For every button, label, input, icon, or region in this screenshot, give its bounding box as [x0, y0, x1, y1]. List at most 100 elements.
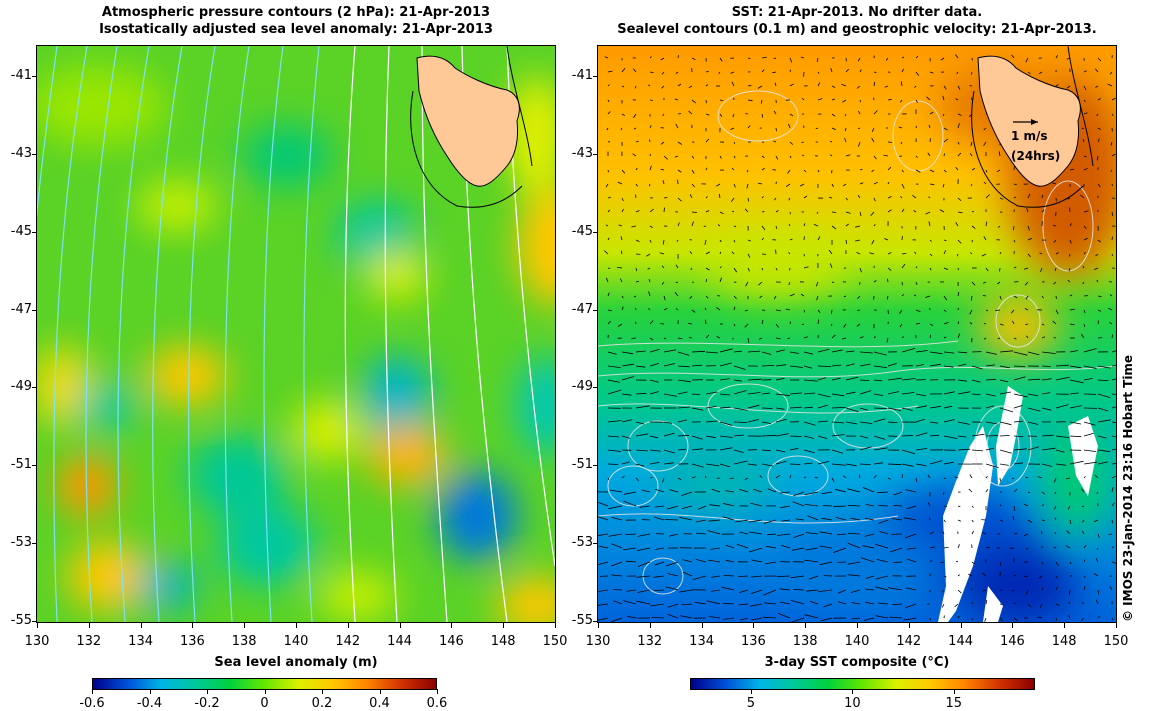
velocity-arrow	[665, 520, 678, 521]
left-lat-tick-label: -55	[2, 614, 32, 628]
sea-level-anomaly-colorbar-tick-mark	[207, 689, 208, 694]
right-lon-tick-mark	[753, 623, 754, 628]
left-lon-tick-label: 146	[431, 635, 471, 649]
left-lon-tick-mark	[400, 623, 401, 628]
left-lat-tick-label: -49	[2, 380, 32, 394]
velocity-arrow	[893, 562, 902, 563]
velocity-arrow	[730, 478, 734, 479]
right-title-line2: Sealevel contours (0.1 m) and geostrophi…	[597, 21, 1117, 38]
left-lat-tick-mark	[32, 387, 37, 388]
velocity-arrow	[734, 422, 747, 423]
sea-level-anomaly-field	[37, 46, 555, 622]
velocity-arrow	[1109, 534, 1112, 535]
sst-colorbar-title: 3-day SST composite (°C)	[597, 655, 1117, 670]
left-lat-tick-label: -47	[2, 303, 32, 317]
sea-level-anomaly-colorbar-title: Sea level anomaly (m)	[36, 655, 556, 670]
right-lon-tick-mark	[1064, 623, 1065, 628]
sea-level-anomaly-colorbar-tick-mark	[322, 689, 323, 694]
right-lon-tick-label: 148	[1044, 635, 1084, 649]
velocity-arrow	[823, 506, 832, 507]
sea-level-anomaly-colorbar-tick-label: -0.6	[72, 697, 112, 711]
right-lat-tick-mark	[593, 621, 598, 622]
right-lon-tick-label: 144	[941, 635, 981, 649]
left-lat-tick-mark	[32, 543, 37, 544]
right-lon-tick-label: 132	[630, 635, 670, 649]
right-lon-tick-label: 142	[889, 635, 929, 649]
velocity-arrow	[650, 154, 651, 156]
right-lon-tick-label: 146	[992, 635, 1032, 649]
left-lat-tick-mark	[32, 621, 37, 622]
sea-level-anomaly-colorbar-tick-mark	[437, 689, 438, 694]
velocity-arrow	[1014, 436, 1023, 437]
velocity-arrow	[636, 195, 637, 198]
velocity-arrow	[650, 139, 651, 142]
left-lon-tick-label: 144	[380, 635, 420, 649]
velocity-arrow	[678, 55, 679, 58]
velocity-arrow	[608, 268, 610, 269]
velocity-arrow	[888, 279, 889, 282]
left-lat-tick-label: -41	[2, 69, 32, 83]
right-lat-tick-label: -49	[563, 380, 593, 394]
velocity-arrow	[704, 226, 706, 227]
right-lat-tick-label: -45	[563, 225, 593, 239]
left-lat-tick-mark	[32, 465, 37, 466]
left-lon-tick-mark	[503, 623, 504, 628]
left-lat-tick-label: -51	[2, 458, 32, 472]
left-lon-tick-label: 142	[328, 635, 368, 649]
sst-colorbar-tick-mark	[751, 689, 752, 694]
velocity-scale-label: 1 m/s	[1011, 129, 1048, 143]
right-lat-tick-label: -41	[563, 69, 593, 83]
sst-colorbar-tick-label: 5	[731, 697, 771, 711]
left-lon-tick-mark	[89, 623, 90, 628]
right-lat-tick-label: -53	[563, 536, 593, 550]
velocity-arrow	[832, 212, 836, 213]
sst-colorbar-tick-label: 10	[832, 697, 872, 711]
right-lon-tick-label: 138	[785, 635, 825, 649]
velocity-arrow	[706, 100, 707, 103]
left-lon-tick-label: 134	[121, 635, 161, 649]
velocity-arrow	[930, 518, 931, 520]
right-lon-tick-mark	[961, 623, 962, 628]
right-lon-tick-label: 150	[1096, 635, 1136, 649]
left-lon-tick-mark	[555, 623, 556, 628]
velocity-arrow	[650, 100, 653, 101]
sea-level-anomaly-colorbar-tick-label: 0.6	[417, 697, 457, 711]
left-lat-tick-label: -45	[2, 225, 32, 239]
right-lat-tick-label: -55	[563, 614, 593, 628]
left-lat-tick-label: -43	[2, 147, 32, 161]
velocity-arrow	[689, 338, 692, 339]
right-lon-tick-mark	[1116, 623, 1117, 628]
sea-level-anomaly-colorbar-tick-mark	[92, 689, 93, 694]
velocity-arrow	[776, 128, 777, 131]
right-lon-tick-label: 130	[578, 635, 618, 649]
velocity-arrow	[972, 618, 973, 620]
sst-field: 1 m/s (24hrs)	[598, 46, 1116, 622]
velocity-arrow	[790, 464, 800, 465]
velocity-arrow	[801, 142, 804, 143]
velocity-arrow	[613, 590, 622, 591]
velocity-arrow	[1112, 237, 1113, 240]
sst-map: 1 m/s (24hrs)	[597, 45, 1117, 623]
velocity-arrow	[692, 212, 697, 213]
left-lon-tick-label: 148	[483, 635, 523, 649]
right-lat-tick-mark	[593, 76, 598, 77]
right-lon-tick-mark	[1012, 623, 1013, 628]
right-lat-tick-mark	[593, 310, 598, 311]
right-lon-tick-label: 134	[682, 635, 722, 649]
left-lon-tick-mark	[348, 623, 349, 628]
sea-level-anomaly-colorbar-tick-label: 0.4	[360, 697, 400, 711]
velocity-arrow	[608, 170, 609, 172]
sea-level-anomaly-colorbar-tick-mark	[380, 689, 381, 694]
velocity-arrow	[857, 310, 860, 311]
sea-level-anomaly-colorbar-tick-label: 0.2	[302, 697, 342, 711]
right-lon-tick-label: 140	[837, 635, 877, 649]
velocity-arrow	[664, 198, 667, 199]
left-lon-tick-label: 138	[224, 635, 264, 649]
right-lon-tick-mark	[857, 623, 858, 628]
velocity-arrow	[902, 282, 903, 285]
left-title-line1: Atmospheric pressure contours (2 hPa): 2…	[36, 4, 556, 21]
velocity-arrow	[1014, 366, 1025, 367]
velocity-arrow	[1070, 254, 1071, 257]
right-lat-tick-mark	[593, 543, 598, 544]
left-lon-tick-mark	[37, 623, 38, 628]
